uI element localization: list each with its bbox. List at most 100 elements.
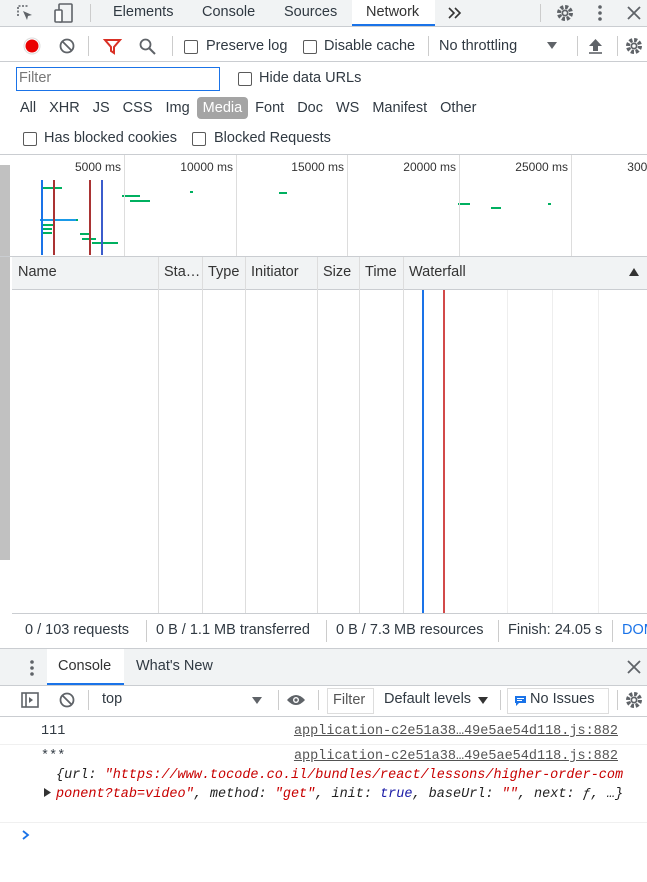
column-divider [317,257,318,613]
checkbox[interactable] [184,40,198,54]
type-filter[interactable]: Font [255,100,285,116]
filter-input[interactable] [16,67,220,91]
type-filter[interactable]: Img [165,100,190,116]
divider [12,613,647,614]
expand-arrow[interactable] [44,788,51,797]
object-token: "https://www.tocode.co.il/bundles/react/… [56,768,624,802]
divider [0,61,647,62]
overview-tick-label: 15000 ms [291,160,344,174]
type-filter[interactable]: XHR [49,100,80,116]
overview-grid-line [236,155,237,256]
menu-icon[interactable] [29,659,35,677]
divider [0,685,647,686]
divider [0,716,647,717]
close-icon[interactable] [627,660,641,674]
separator [540,4,541,22]
source-link[interactable]: application-c2e51a38…49e5ae54d118.js:882 [293,724,618,739]
column-header[interactable]: Name [18,264,57,280]
source-link[interactable]: application-c2e51a38…49e5ae54d118.js:882 [293,749,618,764]
load-line [53,180,55,255]
object-token: , method: [193,787,275,802]
column-header[interactable]: Type [208,264,240,280]
overview-graph [40,180,551,255]
import-icon[interactable] [588,38,603,54]
overview-tick-label: 5000 ms [74,160,121,174]
record-icon[interactable] [23,37,41,55]
sidebar-icon[interactable] [21,692,39,708]
type-filter[interactable]: JS [92,100,110,116]
checkbox[interactable] [238,72,252,86]
type-filter[interactable]: All [20,100,37,116]
type-filter[interactable]: Other [440,100,477,116]
issues-icon [515,696,526,706]
overview-grid-line [347,155,348,256]
throttling-select[interactable]: No throttling [439,38,518,54]
status-text: 0 B / 1.1 MB transferred [156,622,310,638]
clear-icon[interactable] [59,692,75,708]
settings-icon[interactable] [625,691,643,709]
separator [88,690,89,710]
drawer-tab[interactable]: Console [58,658,112,674]
sort-arrow[interactable] [629,268,639,276]
load-line [89,180,91,255]
checkbox[interactable] [303,40,317,54]
separator [428,36,429,56]
column-header[interactable]: Time [365,264,397,280]
tab[interactable]: Sources [284,4,338,20]
column-header[interactable]: Sta… [164,264,201,280]
type-filter[interactable]: WS [335,100,360,116]
close-icon[interactable] [627,6,641,20]
overview-grid-line [459,155,460,256]
separator [88,36,89,56]
menu-icon[interactable] [597,4,603,22]
checkbox-label[interactable]: Disable cache [324,38,416,54]
search-icon[interactable] [139,38,156,55]
status-text: 0 / 103 requests [25,622,129,638]
column-header[interactable]: Waterfall [409,264,466,280]
console-filter-input[interactable] [327,688,374,714]
object-token: ƒ [582,787,591,802]
scrollbar [0,165,10,560]
column-header[interactable]: Size [323,264,352,280]
prompt-icon[interactable] [22,830,30,840]
context-select[interactable]: top [102,691,123,707]
checkbox-label[interactable]: Hide data URLs [259,70,362,86]
object-token: true [380,787,413,802]
log-text: *** [41,749,66,764]
filter-icon[interactable] [102,39,123,55]
type-filters: All XHR JS CSS Img Media Font Doc WS Manifest Othe… [14,97,482,119]
checkbox[interactable] [23,132,37,146]
checkbox-label[interactable]: Blocked Requests [214,130,331,146]
column-divider [359,257,360,613]
settings-icon[interactable] [556,4,574,22]
checkbox[interactable] [192,132,206,146]
clear-icon[interactable] [59,38,75,54]
overview-bar [40,219,76,221]
tab[interactable]: Network [366,4,420,20]
object-token: "get" [274,787,316,802]
issues-label[interactable]: No Issues [530,691,595,707]
type-filter[interactable]: Doc [297,100,323,116]
type-filter[interactable]: Manifest [372,100,428,116]
device-icon[interactable] [54,3,74,23]
type-filter[interactable]: Media [196,97,249,119]
eye-icon[interactable] [286,694,306,706]
checkbox-label[interactable]: Has blocked cookies [44,130,177,146]
status-text: Finish: 24.05 s [508,622,603,638]
checkbox-label[interactable]: Preserve log [206,38,288,54]
separator [617,690,618,710]
dropdown-arrow [547,42,557,49]
inspect-icon[interactable] [16,4,34,22]
separator [500,690,501,710]
tab[interactable]: Elements [113,4,174,20]
object-preview[interactable]: {url: "https://www.tocode.co.il/bundles/… [56,766,628,804]
type-filter[interactable]: CSS [122,100,153,116]
more-tabs-icon[interactable] [448,7,462,19]
divider [0,822,647,823]
levels-select[interactable]: Default levels [384,691,472,707]
tab[interactable]: Console [202,4,256,20]
settings-icon[interactable] [625,37,643,55]
drawer-tab[interactable]: What's New [136,658,213,674]
column-header[interactable]: Initiator [251,264,299,280]
